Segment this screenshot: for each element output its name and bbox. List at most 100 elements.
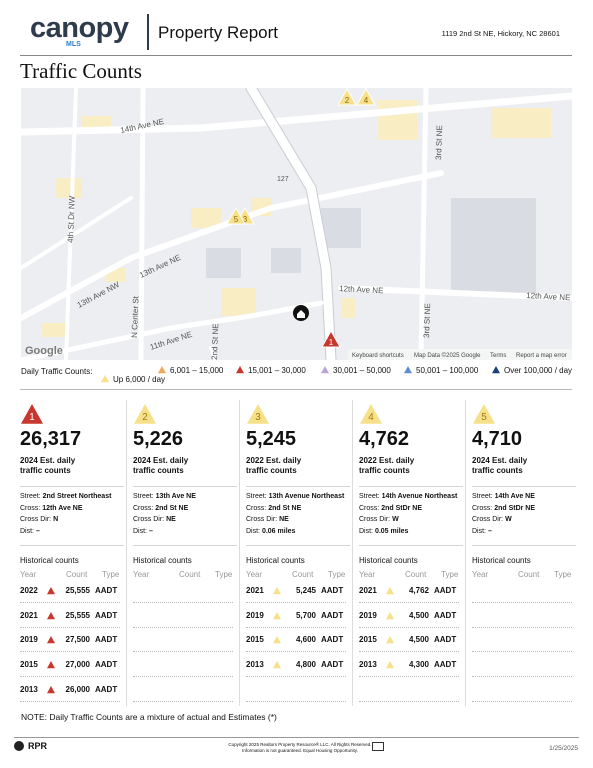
triangle-icon — [236, 366, 244, 374]
detail-value: 13th Avenue Northeast — [268, 493, 345, 500]
row-rule — [133, 676, 233, 678]
column-header: Year — [20, 570, 37, 579]
row-type: AADT — [321, 586, 344, 595]
legend-label: 50,001 – 100,000 — [416, 366, 479, 375]
row-rule — [246, 626, 346, 628]
triangle — [386, 661, 394, 669]
column-header: Type — [554, 570, 572, 579]
footer-rule — [14, 737, 579, 738]
detail-line: Cross: 2nd StDr NE — [359, 505, 422, 512]
row-rule — [359, 676, 459, 678]
triangle-icon: 4 — [360, 404, 382, 424]
count-label: 2024 Est. daily traffic counts — [20, 456, 76, 475]
detail-line: Dist: 0.05 miles — [359, 528, 408, 535]
traffic-card: 2 5,226 2024 Est. daily traffic counts Stre… — [133, 400, 239, 706]
row-rule — [359, 700, 459, 702]
rule — [472, 486, 576, 487]
row-rule — [133, 626, 233, 628]
row-rule — [359, 602, 459, 603]
triangle-icon — [273, 587, 281, 595]
triangle — [47, 661, 55, 669]
detail-label: Dist: — [472, 527, 486, 535]
rule — [20, 545, 124, 546]
triangle-icon — [273, 611, 281, 619]
detail-label: Street: — [133, 493, 154, 500]
row-rule — [20, 602, 120, 603]
marker-number: 4 — [364, 96, 369, 105]
marker-number: 1 — [29, 412, 35, 423]
detail-value: 14th Ave NE — [494, 493, 535, 500]
traffic-card: 5 4,710 2024 Est. daily traffic counts Stre… — [472, 400, 578, 706]
row-rule — [472, 700, 572, 702]
row-year: 2015 — [359, 635, 377, 645]
legend-label: Over 100,000 / day — [504, 366, 573, 375]
row-rule — [133, 651, 233, 653]
detail-value: NE — [279, 516, 289, 523]
triangle — [273, 587, 281, 595]
triangle-icon — [47, 587, 55, 595]
triangle — [473, 404, 495, 424]
detail-label: Dist: — [359, 527, 373, 535]
row-rule — [246, 602, 346, 603]
map-footer-bg — [348, 349, 572, 360]
google-logo: Google — [25, 345, 63, 357]
divider — [147, 14, 149, 50]
row-year: 2013 — [246, 660, 264, 670]
row-year: 2021 — [20, 610, 38, 620]
count: 26,317 — [20, 428, 82, 450]
count-label: 2022 Est. daily traffic counts — [246, 456, 302, 475]
detail-line: Dist: – — [20, 528, 40, 535]
historical-title: Historical counts — [133, 556, 192, 565]
map-footer-text: Terms — [490, 353, 506, 359]
card-separator — [239, 400, 240, 706]
detail-label: Cross Dir: — [472, 516, 504, 523]
row-rule — [359, 651, 459, 653]
marker-number: 2 — [345, 96, 350, 105]
marker-number: 1 — [329, 338, 334, 347]
count: 5,245 — [246, 428, 297, 450]
detail-line: Street: 13th Ave NE — [133, 493, 196, 500]
detail-line: Cross: 2nd St NE — [133, 505, 188, 512]
detail-value: 2nd St NE — [268, 504, 302, 512]
logo-sub: MLS — [66, 41, 81, 48]
detail-line: Dist: 0.06 miles — [246, 528, 295, 535]
triangle — [321, 366, 329, 374]
detail-line: Cross: 12th Ave NE — [20, 505, 83, 512]
marker-number: 3 — [255, 412, 261, 423]
marker-triangle — [337, 88, 357, 106]
triangle — [47, 636, 55, 644]
row-rule — [472, 651, 572, 653]
map: 14th Ave NE 13th Ave NE 13th Ave NW 12th… — [21, 88, 572, 360]
column-header: Type — [215, 570, 233, 579]
map-marker: 4 — [356, 88, 376, 106]
triangle — [47, 611, 55, 619]
rule — [133, 545, 237, 546]
row-type: AADT — [95, 610, 118, 620]
detail-label: Street: — [20, 493, 41, 500]
column-header: Year — [472, 570, 489, 579]
detail-value: 2nd StDr NE — [381, 504, 423, 512]
triangle-icon — [404, 366, 412, 374]
triangle-icon: 3 — [247, 404, 269, 424]
header-rule — [20, 55, 572, 56]
triangle — [247, 404, 269, 424]
triangle-icon — [386, 587, 394, 595]
triangle — [273, 611, 281, 619]
legend-label: 15,001 – 30,000 — [248, 366, 306, 375]
row-year: 2013 — [20, 684, 38, 694]
count-label: 2024 Est. daily traffic counts — [133, 456, 189, 475]
row-type: AADT — [321, 610, 344, 620]
row-count: 5,245 — [295, 586, 316, 595]
triangle-icon: 2 — [134, 404, 156, 424]
row-year: 2019 — [20, 635, 38, 645]
row-type: AADT — [434, 586, 457, 595]
column-header: Count — [405, 570, 427, 579]
row-year: 2013 — [359, 660, 377, 670]
map-footer-text: Map Data ©2025 Google — [414, 352, 481, 359]
card-separator — [352, 400, 353, 706]
legend-label: Up 6,000 / day — [113, 375, 166, 384]
triangle-icon — [492, 366, 500, 374]
triangle — [134, 404, 156, 424]
row-rule — [246, 651, 346, 653]
